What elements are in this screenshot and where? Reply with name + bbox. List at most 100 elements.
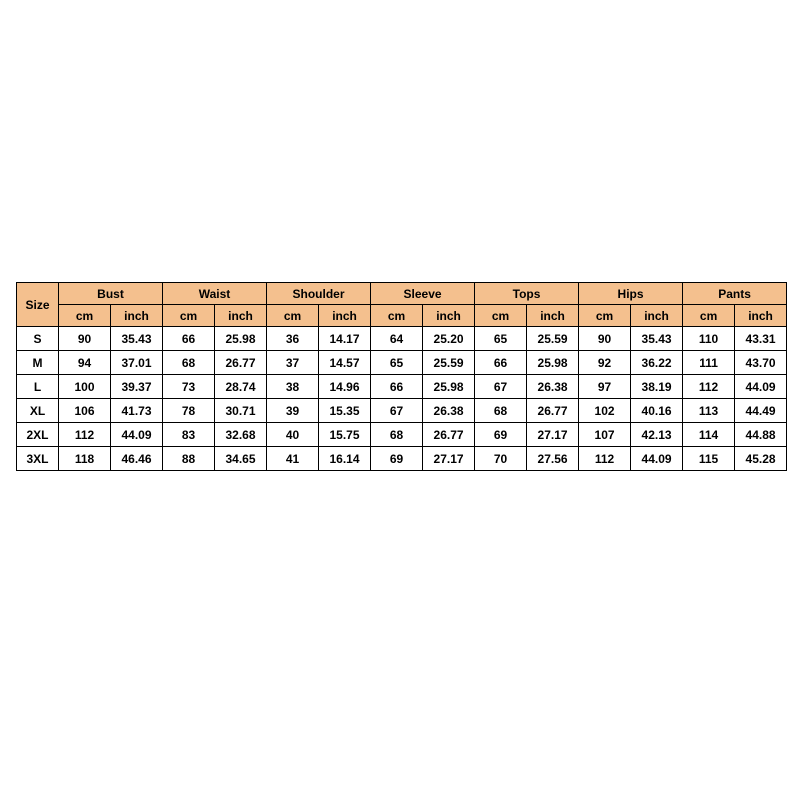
unit-header: inch [111, 305, 163, 327]
data-cell: 40 [267, 423, 319, 447]
data-cell: 27.17 [423, 447, 475, 471]
data-cell: 25.59 [423, 351, 475, 375]
data-cell: 16.14 [319, 447, 371, 471]
data-cell: 15.75 [319, 423, 371, 447]
data-cell: 26.77 [423, 423, 475, 447]
data-cell: 102 [579, 399, 631, 423]
unit-header: inch [527, 305, 579, 327]
unit-header: cm [163, 305, 215, 327]
data-cell: 26.77 [527, 399, 579, 423]
data-cell: 83 [163, 423, 215, 447]
group-header: Sleeve [371, 283, 475, 305]
data-cell: 37 [267, 351, 319, 375]
data-cell: 110 [683, 327, 735, 351]
group-header: Waist [163, 283, 267, 305]
data-cell: 44.09 [735, 375, 787, 399]
data-cell: 70 [475, 447, 527, 471]
data-cell: 35.43 [111, 327, 163, 351]
data-cell: 27.56 [527, 447, 579, 471]
group-header: Hips [579, 283, 683, 305]
unit-header: cm [371, 305, 423, 327]
data-cell: 69 [371, 447, 423, 471]
size-cell: S [17, 327, 59, 351]
data-cell: 26.38 [423, 399, 475, 423]
data-cell: 111 [683, 351, 735, 375]
data-cell: 66 [163, 327, 215, 351]
size-chart-table: SizeBustWaistShoulderSleeveTopsHipsPants… [16, 282, 787, 471]
data-cell: 44.49 [735, 399, 787, 423]
data-cell: 46.46 [111, 447, 163, 471]
data-cell: 92 [579, 351, 631, 375]
data-cell: 66 [475, 351, 527, 375]
data-cell: 65 [371, 351, 423, 375]
data-cell: 35.43 [631, 327, 683, 351]
data-cell: 27.17 [527, 423, 579, 447]
data-cell: 68 [475, 399, 527, 423]
size-cell: L [17, 375, 59, 399]
data-cell: 45.28 [735, 447, 787, 471]
group-header: Shoulder [267, 283, 371, 305]
data-cell: 112 [579, 447, 631, 471]
data-cell: 37.01 [111, 351, 163, 375]
unit-header: inch [215, 305, 267, 327]
data-cell: 26.38 [527, 375, 579, 399]
data-cell: 107 [579, 423, 631, 447]
data-cell: 14.96 [319, 375, 371, 399]
data-cell: 32.68 [215, 423, 267, 447]
size-cell: M [17, 351, 59, 375]
table-row: M9437.016826.773714.576525.596625.989236… [17, 351, 787, 375]
data-cell: 118 [59, 447, 111, 471]
data-cell: 114 [683, 423, 735, 447]
data-cell: 69 [475, 423, 527, 447]
data-cell: 88 [163, 447, 215, 471]
data-cell: 41 [267, 447, 319, 471]
data-cell: 64 [371, 327, 423, 351]
data-cell: 14.17 [319, 327, 371, 351]
group-header: Bust [59, 283, 163, 305]
data-cell: 25.98 [527, 351, 579, 375]
data-cell: 44.09 [631, 447, 683, 471]
data-cell: 68 [371, 423, 423, 447]
size-cell: 2XL [17, 423, 59, 447]
data-cell: 40.16 [631, 399, 683, 423]
data-cell: 15.35 [319, 399, 371, 423]
data-cell: 44.09 [111, 423, 163, 447]
data-cell: 97 [579, 375, 631, 399]
data-cell: 90 [579, 327, 631, 351]
unit-header: cm [267, 305, 319, 327]
data-cell: 106 [59, 399, 111, 423]
data-cell: 36.22 [631, 351, 683, 375]
data-cell: 44.88 [735, 423, 787, 447]
data-cell: 67 [475, 375, 527, 399]
unit-header: cm [579, 305, 631, 327]
data-cell: 36 [267, 327, 319, 351]
data-cell: 94 [59, 351, 111, 375]
data-cell: 100 [59, 375, 111, 399]
data-cell: 25.59 [527, 327, 579, 351]
data-cell: 38 [267, 375, 319, 399]
data-cell: 41.73 [111, 399, 163, 423]
unit-header: cm [475, 305, 527, 327]
data-cell: 26.77 [215, 351, 267, 375]
data-cell: 43.70 [735, 351, 787, 375]
data-cell: 112 [59, 423, 111, 447]
data-cell: 28.74 [215, 375, 267, 399]
data-cell: 73 [163, 375, 215, 399]
unit-header: inch [423, 305, 475, 327]
data-cell: 113 [683, 399, 735, 423]
data-cell: 68 [163, 351, 215, 375]
size-cell: XL [17, 399, 59, 423]
data-cell: 42.13 [631, 423, 683, 447]
data-cell: 112 [683, 375, 735, 399]
table-row: S9035.436625.983614.176425.206525.599035… [17, 327, 787, 351]
data-cell: 14.57 [319, 351, 371, 375]
data-cell: 25.98 [423, 375, 475, 399]
data-cell: 39 [267, 399, 319, 423]
size-cell: 3XL [17, 447, 59, 471]
data-cell: 115 [683, 447, 735, 471]
unit-header: cm [683, 305, 735, 327]
table-row: 2XL11244.098332.684015.756826.776927.171… [17, 423, 787, 447]
table-row: L10039.377328.743814.966625.986726.38973… [17, 375, 787, 399]
data-cell: 25.98 [215, 327, 267, 351]
data-cell: 30.71 [215, 399, 267, 423]
